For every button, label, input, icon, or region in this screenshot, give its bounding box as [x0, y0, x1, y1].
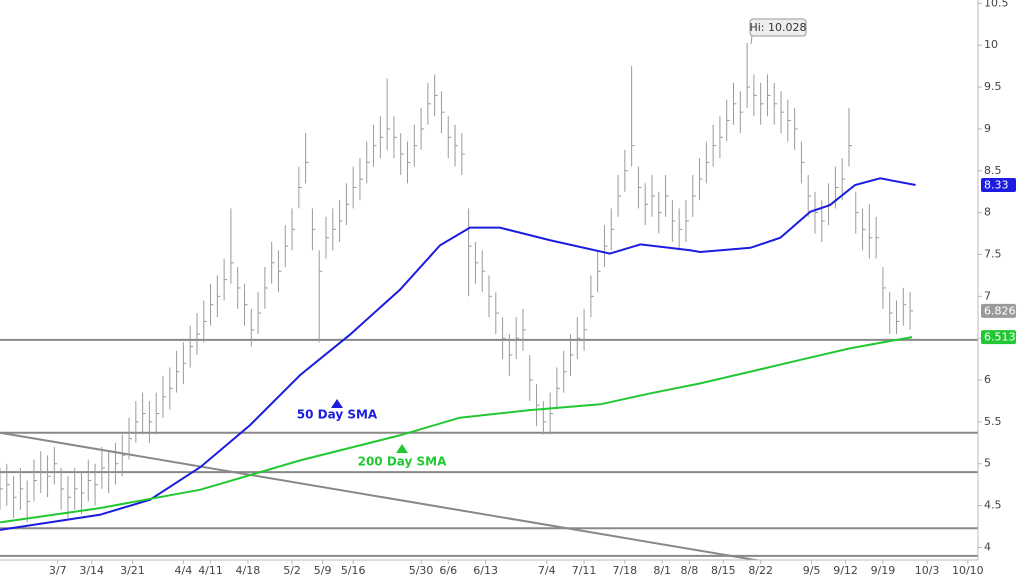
callout-box: [749, 18, 807, 37]
sma-line: [0, 336, 913, 524]
high-label: Hi: 10.028: [749, 21, 806, 34]
sma200-label: 200 Day SMA: [358, 455, 448, 469]
x-tick-label: 7/4: [538, 564, 556, 577]
y-tick-label: 6: [984, 373, 991, 386]
x-tick-label: 5/30: [409, 564, 434, 577]
x-tick-label: 6/13: [473, 564, 498, 577]
x-tick-label: 5/16: [341, 564, 366, 577]
x-tick-label: 7/18: [612, 564, 637, 577]
x-tick-label: 9/5: [803, 564, 821, 577]
x-tick-label: 3/14: [79, 564, 104, 577]
x-tick-label: 8/15: [711, 564, 736, 577]
trend-line: [0, 431, 762, 560]
x-tick-label: 7/11: [572, 564, 597, 577]
x-tick-label: 5/9: [314, 564, 332, 577]
y-tick-label: 4: [984, 540, 991, 553]
price-tag-box: [981, 330, 1016, 345]
x-tick-label: 4/11: [198, 564, 223, 577]
sma50-marker: [331, 399, 343, 408]
x-tick-label: 8/1: [653, 564, 671, 577]
x-tick-label: 3/21: [120, 564, 145, 577]
y-tick-label: 5.5: [984, 415, 1002, 428]
y-tick-label: 7.5: [984, 247, 1002, 260]
x-tick-label: 10/10: [952, 564, 984, 577]
price-tag-label: 8.33: [984, 178, 1009, 191]
x-tick-label: 8/22: [748, 564, 773, 577]
x-tick-label: 8/8: [681, 564, 699, 577]
plot-area: [0, 42, 978, 560]
y-tick-label: 8: [984, 206, 991, 219]
x-tick-label: 3/7: [49, 564, 67, 577]
high-callout: Hi: 10.028: [749, 18, 807, 45]
x-tick-label: 10/3: [915, 564, 940, 577]
price-tag-box: [981, 177, 1016, 192]
y-tick-label: 7: [984, 289, 991, 302]
callout-pointer: [750, 35, 753, 45]
sma50-label: 50 Day SMA: [297, 408, 378, 422]
sma200-marker: [396, 444, 408, 453]
y-tick-label: 10.5: [984, 0, 1009, 9]
x-tick-label: 4/18: [236, 564, 261, 577]
y-tick-label: 5: [984, 457, 991, 470]
y-tick-label: 10: [984, 38, 998, 51]
x-tick-label: 5/2: [283, 564, 301, 577]
x-tick-label: 9/19: [871, 564, 896, 577]
y-tick-label: 8.5: [984, 164, 1002, 177]
x-tick-label: 9/12: [833, 564, 858, 577]
x-tick-label: 4/4: [175, 564, 193, 577]
y-tick-label: 4.5: [984, 499, 1002, 512]
y-tick-label: 9.5: [984, 80, 1002, 93]
x-tick-label: 6/6: [439, 564, 457, 577]
price-tag-box: [981, 303, 1016, 318]
price-tag-label: 6.826: [984, 304, 1016, 317]
y-tick-label: 9: [984, 122, 991, 135]
price-tag-label: 6.513: [984, 331, 1016, 344]
sma-line: [0, 177, 916, 531]
